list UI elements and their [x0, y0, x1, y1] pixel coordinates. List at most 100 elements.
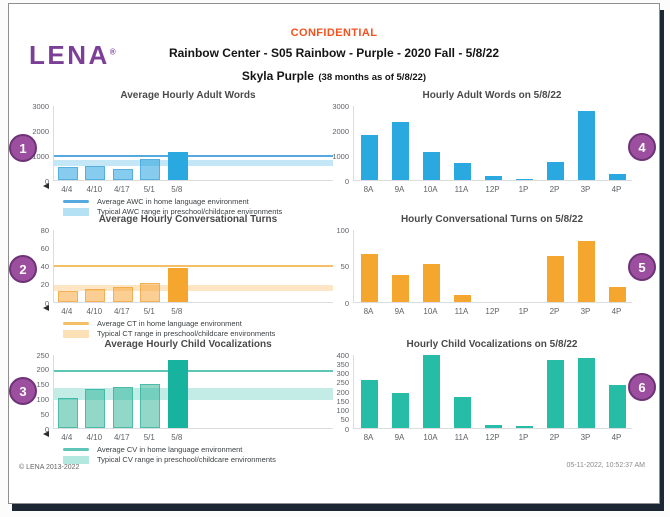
- x-tick-label: 12P: [485, 307, 500, 316]
- x-tick-label: 12P: [485, 433, 500, 442]
- y-tick-label: 100: [336, 225, 349, 235]
- y-tick-label: 200: [36, 365, 49, 375]
- y-tick-label: 0: [344, 298, 349, 308]
- y-tick-label: 0: [344, 176, 349, 186]
- x-tick-label: 5/1: [143, 185, 155, 194]
- x-tick-label: 4/4: [61, 433, 73, 442]
- callout-5: 5: [628, 253, 656, 281]
- y-tick-label: 50: [40, 409, 49, 419]
- reference-line: [54, 369, 333, 372]
- x-tick-label: 8A: [363, 433, 374, 442]
- reference-band: [54, 160, 333, 167]
- y-tick-label: 20: [40, 280, 49, 290]
- x-tick-label: 11A: [454, 185, 469, 194]
- bar-3P: [578, 110, 595, 180]
- legend-line-row: Average AWC in home language environment: [63, 198, 249, 206]
- bar-4/17: [112, 169, 133, 180]
- bar-11A: [454, 162, 471, 180]
- plot-area: [353, 230, 632, 303]
- bar-4P: [609, 174, 626, 180]
- x-tick-label: 1P: [518, 185, 529, 194]
- plot-area: [353, 106, 632, 181]
- chart-title: Hourly Adult Words on 5/8/22: [422, 90, 562, 101]
- y-tick-label: 300: [336, 369, 349, 378]
- bar-4/4: [57, 291, 78, 302]
- reference-line: [54, 155, 333, 158]
- bar-4/4: [57, 167, 78, 180]
- x-tick-label: 12P: [485, 185, 500, 194]
- callout-4: 4: [628, 133, 656, 161]
- bar-5/1: [140, 159, 161, 180]
- bar-11A: [454, 294, 471, 302]
- y-tick-label: 3000: [332, 101, 349, 111]
- x-tick-label: 9A: [394, 307, 405, 316]
- child-name: Skyla Purple: [241, 69, 314, 83]
- lena-logo-text: LENA: [29, 40, 110, 70]
- bar-4/17: [112, 386, 133, 428]
- legend-label: Average AWC in home language environment: [97, 197, 249, 206]
- registered-mark: ®: [109, 47, 116, 57]
- band-swatch: [63, 330, 89, 338]
- chart-title: Average Hourly Conversational Turns: [98, 214, 278, 225]
- x-tick-label: 5/1: [143, 433, 155, 442]
- bar-12P: [485, 425, 502, 428]
- band-swatch: [63, 456, 89, 464]
- legend-line-row: Average CV in home language environment: [63, 446, 242, 454]
- bar-4/17: [112, 287, 133, 302]
- plot-area: [353, 354, 632, 429]
- y-tick-label: 150: [36, 380, 49, 390]
- legend-label: Average CT in home language environment: [97, 319, 242, 328]
- bar-3P: [578, 358, 595, 428]
- bar-4/10: [85, 166, 106, 180]
- report-title: Rainbow Center - S05 Rainbow - Purple - …: [168, 46, 500, 60]
- bar-1P: [516, 178, 533, 180]
- legend-band-row: Typical CV range in preschool/childcare …: [63, 456, 276, 464]
- x-tick-label: 11A: [454, 433, 469, 442]
- bar-2P: [547, 162, 564, 180]
- axis-start-marker: [43, 431, 49, 437]
- y-tick-label: 100: [36, 394, 49, 404]
- callout-6: 6: [628, 373, 656, 401]
- bar-8A: [361, 253, 378, 302]
- x-tick-label: 1P: [518, 307, 529, 316]
- bar-12P: [485, 175, 502, 180]
- y-tick-label: 50: [340, 415, 349, 425]
- child-subtitle: Skyla Purple (38 months as of 5/8/22): [9, 67, 659, 85]
- x-tick-label: 3P: [580, 307, 591, 316]
- reference-band: [54, 284, 333, 292]
- x-tick-label: 5/8: [171, 185, 183, 194]
- y-tick-label: 1000: [332, 151, 349, 161]
- x-tick-label: 4P: [611, 433, 622, 442]
- x-tick-label: 1P: [518, 433, 529, 442]
- plot-area: [53, 230, 333, 303]
- callout-3: 3: [9, 377, 37, 405]
- bar-9A: [392, 275, 409, 302]
- y-tick-label: 0: [44, 298, 49, 308]
- x-tick-label: 8A: [363, 185, 374, 194]
- bar-4/10: [85, 388, 106, 428]
- plot-area: [53, 106, 333, 181]
- bar-9A: [392, 392, 409, 428]
- axis-start-marker: [43, 183, 49, 189]
- line-swatch: [63, 448, 89, 452]
- confidential-label: CONFIDENTIAL: [290, 27, 378, 39]
- bar-4/4: [57, 398, 78, 428]
- legend-label: Average CV in home language environment: [97, 445, 243, 454]
- y-tick-label: 200: [336, 387, 349, 397]
- copyright: © LENA 2013-2022: [19, 464, 80, 471]
- y-tick-label: 80: [40, 225, 49, 235]
- bar-8A: [361, 379, 378, 428]
- x-tick-label: 5/8: [171, 433, 183, 442]
- x-tick-label: 2P: [549, 433, 560, 442]
- y-tick-label: 400: [336, 350, 349, 360]
- x-tick-label: 2P: [549, 185, 560, 194]
- plot-area: [53, 355, 333, 429]
- timestamp: 05-11-2022, 10:52:37 AM: [566, 462, 645, 469]
- legend-band-row: Typical CT range in preschool/childcare …: [63, 330, 275, 338]
- y-tick-label: 0: [44, 176, 49, 186]
- x-tick-label: 3P: [580, 185, 591, 194]
- legend-line-row: Average CT in home language environment: [63, 320, 242, 328]
- bar-10A: [423, 152, 440, 180]
- band-swatch: [63, 208, 89, 216]
- x-tick-label: 10A: [423, 185, 438, 194]
